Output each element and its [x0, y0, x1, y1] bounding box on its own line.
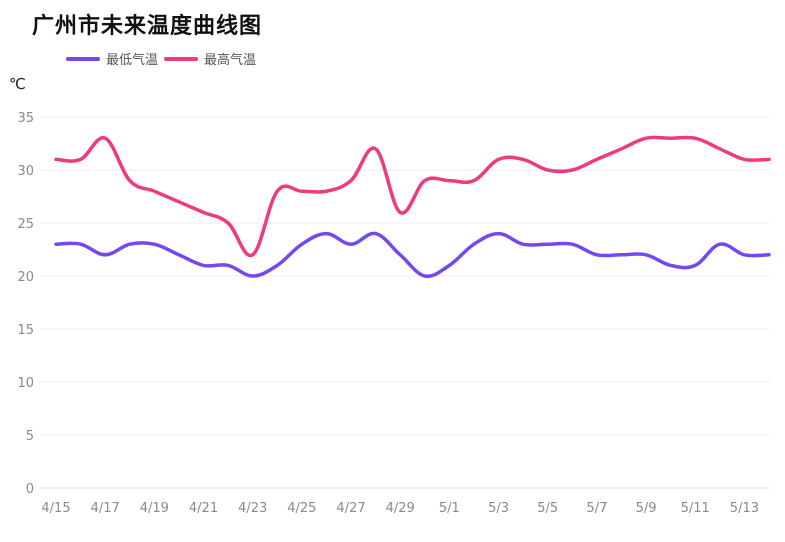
x-tick-label: 4/15 — [41, 501, 70, 516]
legend-swatch-min — [66, 56, 100, 61]
legend-item-max[interactable]: 最高气温 — [164, 49, 256, 68]
y-axis-ticks: 0 5 10 15 20 25 30 35 — [17, 111, 34, 497]
x-tick-label: 5/7 — [586, 501, 607, 516]
x-tick-label: 4/27 — [336, 501, 365, 516]
chart-title: 广州市未来温度曲线图 — [32, 14, 263, 39]
legend-item-min[interactable]: 最低气温 — [66, 49, 158, 68]
legend-label-max: 最高气温 — [204, 53, 257, 68]
x-tick-label: 5/11 — [681, 501, 710, 516]
x-tick-label: 4/17 — [91, 501, 120, 516]
y-tick-label: 0 — [26, 482, 34, 497]
series-lines — [54, 135, 771, 279]
grid-lines — [40, 116, 770, 489]
x-tick-label: 4/29 — [386, 501, 415, 516]
chart-legend: 最低气温 最高气温 — [66, 49, 262, 68]
x-tick-label: 4/25 — [287, 501, 316, 516]
series-line-min-temp[interactable] — [54, 231, 771, 279]
x-tick-label: 4/19 — [140, 501, 169, 516]
y-tick-label: 30 — [17, 164, 34, 179]
y-tick-label: 20 — [17, 270, 34, 285]
y-axis-unit: ℃ — [9, 75, 26, 93]
series-line-max-temp[interactable] — [54, 135, 771, 258]
y-tick-label: 15 — [17, 323, 34, 338]
x-tick-label: 4/21 — [189, 501, 218, 516]
y-tick-label: 25 — [17, 217, 34, 232]
x-tick-label: 4/23 — [238, 501, 267, 516]
x-tick-label: 5/9 — [636, 501, 657, 516]
x-axis-ticks: 4/15 4/17 4/19 4/21 4/23 4/25 4/27 4/29 5/1 5/3 5/… — [41, 501, 759, 516]
legend-label-min: 最低气温 — [106, 53, 159, 68]
y-tick-label: 5 — [26, 429, 34, 444]
x-tick-label: 5/3 — [488, 501, 509, 516]
legend-swatch-max — [164, 56, 199, 61]
x-tick-label: 5/13 — [730, 501, 759, 516]
y-tick-label: 35 — [17, 111, 34, 126]
x-tick-label: 5/5 — [537, 501, 558, 516]
x-tick-label: 5/1 — [439, 501, 460, 516]
y-tick-label: 10 — [17, 376, 34, 391]
